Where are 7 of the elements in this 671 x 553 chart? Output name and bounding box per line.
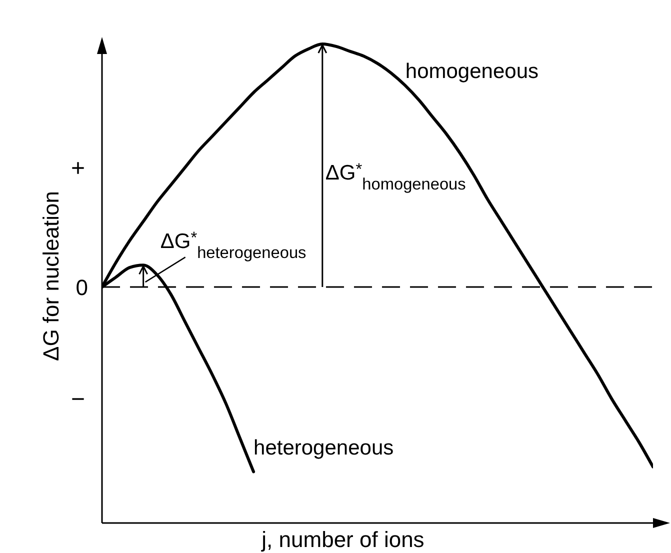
ref-line-label: 0 <box>76 274 88 300</box>
x-axis-title: j, number of ions <box>260 527 424 552</box>
text: − <box>70 385 86 412</box>
y-axis-title: ΔG for nucleation <box>38 190 64 362</box>
series-label: heterogeneous <box>254 436 394 460</box>
series-label: homogeneous <box>405 60 539 84</box>
text: + <box>70 154 86 182</box>
